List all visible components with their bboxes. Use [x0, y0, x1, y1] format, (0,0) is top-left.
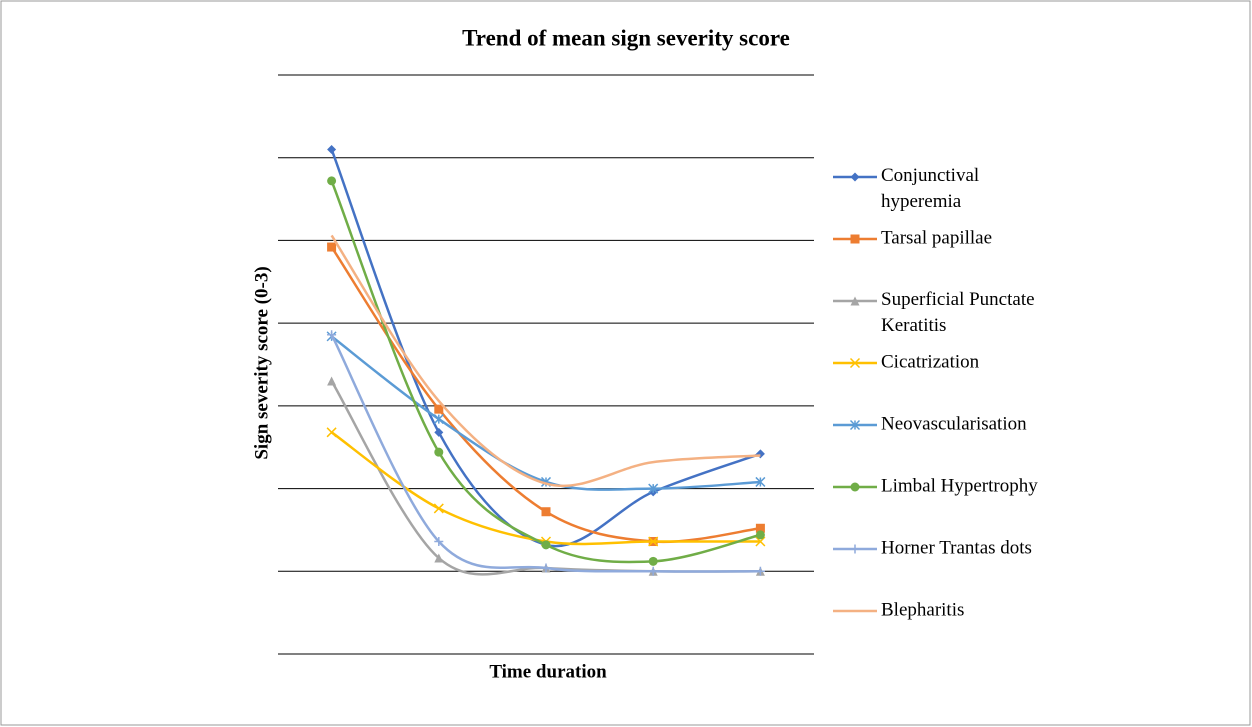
- marker: [327, 376, 337, 386]
- marker: [433, 503, 444, 514]
- marker: [850, 172, 860, 182]
- marker: [850, 544, 860, 554]
- marker: [434, 447, 444, 457]
- marker: [849, 357, 861, 369]
- series-line: [330, 334, 761, 573]
- marker: [850, 234, 860, 244]
- marker: [541, 507, 551, 517]
- marker: [327, 144, 337, 154]
- marker: [755, 536, 766, 547]
- marker: [434, 537, 444, 547]
- marker: [648, 483, 659, 494]
- legend-label: Tarsal papillae: [881, 227, 992, 248]
- legend-label: Horner Trantas dots: [881, 537, 1032, 558]
- marker: [648, 556, 658, 566]
- marker: [755, 530, 765, 540]
- marker: [327, 176, 337, 186]
- marker: [541, 563, 551, 573]
- marker: [434, 427, 444, 437]
- marker: [850, 482, 860, 492]
- marker: [327, 242, 337, 252]
- y-axis-label: Sign severity score (0-3): [251, 266, 272, 459]
- legend-label: Neovascularisation: [881, 413, 1027, 434]
- legend-label: Limbal Hypertrophy: [881, 475, 1038, 496]
- series-line: [330, 234, 761, 488]
- marker: [755, 566, 765, 576]
- legend-label: Blepharitis: [881, 599, 964, 620]
- marker: [541, 540, 551, 550]
- legend-label: Superficial Punctate Keratitis: [881, 289, 1035, 336]
- chart-title: Trend of mean sign severity score: [462, 25, 790, 50]
- x-axis-label: Time duration: [489, 661, 607, 682]
- marker: [755, 523, 765, 533]
- marker: [434, 404, 444, 414]
- marker: [850, 296, 860, 306]
- legend-label: Cicatrization: [881, 351, 980, 372]
- marker: [434, 553, 444, 563]
- marker: [849, 419, 861, 431]
- marker: [326, 427, 337, 438]
- marker: [755, 476, 766, 487]
- marker: [433, 414, 444, 425]
- marker: [648, 566, 658, 576]
- marker: [327, 330, 337, 340]
- legend-label: Conjunctival hyperemia: [881, 165, 979, 212]
- marker: [648, 536, 659, 547]
